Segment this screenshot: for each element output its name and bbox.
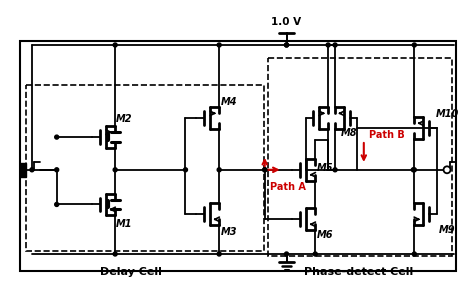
Circle shape xyxy=(263,168,267,172)
Bar xyxy=(268,58,452,256)
Text: Path B: Path B xyxy=(369,130,404,140)
Circle shape xyxy=(412,252,416,256)
Circle shape xyxy=(412,43,416,47)
Circle shape xyxy=(217,43,221,47)
Circle shape xyxy=(333,43,337,47)
Text: M4: M4 xyxy=(221,97,237,107)
Text: M1: M1 xyxy=(116,219,132,229)
Text: M6: M6 xyxy=(317,230,333,240)
Circle shape xyxy=(284,43,289,47)
Circle shape xyxy=(411,168,415,172)
Circle shape xyxy=(55,135,59,139)
Text: 1.0 V: 1.0 V xyxy=(272,17,301,27)
Circle shape xyxy=(113,43,117,47)
Text: Path A: Path A xyxy=(270,182,306,192)
Text: Delay Cell: Delay Cell xyxy=(100,267,162,277)
Text: M10: M10 xyxy=(436,109,459,119)
Circle shape xyxy=(263,168,267,172)
Text: M8: M8 xyxy=(341,128,357,138)
Text: M9: M9 xyxy=(439,225,455,235)
Circle shape xyxy=(217,252,221,256)
Circle shape xyxy=(412,168,416,172)
Circle shape xyxy=(113,168,117,172)
Text: M3: M3 xyxy=(221,227,237,237)
Circle shape xyxy=(326,43,330,47)
Circle shape xyxy=(284,252,289,256)
Circle shape xyxy=(113,252,117,256)
Circle shape xyxy=(313,252,317,256)
Text: Phase-detect Cell: Phase-detect Cell xyxy=(304,267,413,277)
Bar xyxy=(20,163,26,177)
Text: M2: M2 xyxy=(116,114,132,124)
Circle shape xyxy=(284,43,289,47)
Circle shape xyxy=(30,168,34,172)
Text: M5: M5 xyxy=(317,163,333,173)
Circle shape xyxy=(183,168,188,172)
Circle shape xyxy=(55,168,59,172)
Circle shape xyxy=(217,168,221,172)
Circle shape xyxy=(333,168,337,172)
Circle shape xyxy=(444,166,450,173)
Bar xyxy=(20,41,456,271)
Bar xyxy=(26,85,264,251)
Circle shape xyxy=(55,202,59,206)
